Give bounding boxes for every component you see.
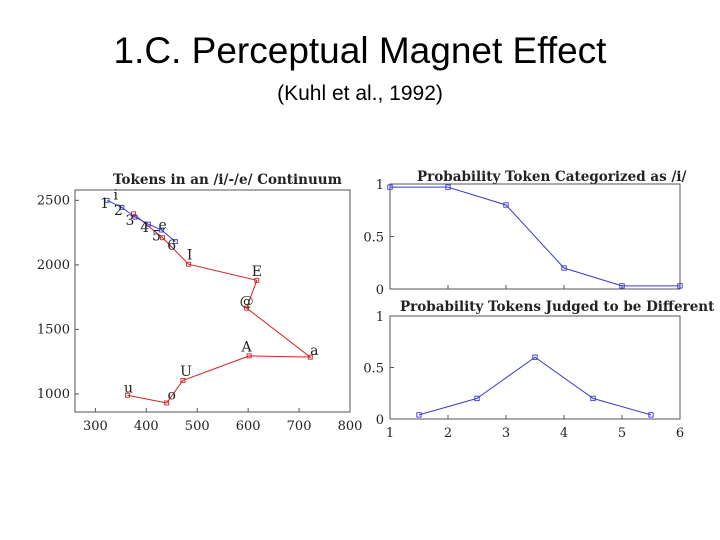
point-label: o	[168, 388, 176, 404]
point-label: 6	[167, 238, 176, 254]
point-label: 2	[114, 203, 123, 219]
x-tick-label: 5	[618, 426, 626, 441]
data-point	[416, 412, 422, 418]
x-tick-label: 500	[185, 419, 210, 434]
tokens-continuum-chart: Tokens in an /i/-/e/ Continuum 300 400 500…	[37, 172, 363, 434]
data-point	[532, 354, 538, 360]
y-tick-label: 2000	[37, 258, 70, 273]
data-point	[246, 353, 252, 359]
point-label: E	[252, 264, 262, 280]
x-tick-label: 800	[338, 419, 363, 434]
x-tick-label: 3	[502, 426, 510, 441]
data-point	[503, 202, 509, 208]
y-tick-label: 0	[376, 413, 384, 428]
data-point	[619, 283, 625, 289]
data-point	[125, 392, 130, 398]
different-chart: Probability Tokens Judged to be Differen…	[363, 299, 715, 441]
data-point	[119, 204, 125, 210]
data-point	[160, 235, 166, 241]
y-tick-label: 1500	[37, 322, 70, 337]
categorized-chart-title: Probability Token Categorized as /i/	[417, 169, 687, 185]
point-label: I	[187, 248, 193, 264]
y-tick-label: 1	[376, 310, 384, 325]
point-label: U	[180, 364, 192, 380]
tokens-chart-title: Tokens in an /i/-/e/ Continuum	[113, 172, 342, 188]
x-tick-label: 6	[676, 426, 684, 441]
data-point	[445, 184, 451, 190]
data-point	[561, 265, 567, 271]
data-point	[387, 184, 393, 190]
x-tick-label: 600	[236, 419, 261, 434]
point-label: 3	[126, 213, 135, 229]
y-tick-label: 0.5	[363, 231, 384, 246]
series-line	[418, 356, 652, 416]
data-point	[648, 412, 654, 418]
point-label: u	[124, 381, 133, 397]
x-tick-label: 300	[83, 419, 108, 434]
different-chart-frame	[389, 315, 681, 420]
point-label: 1	[100, 196, 109, 212]
y-tick-label: 1000	[37, 387, 70, 402]
point-label: 5	[152, 228, 161, 244]
x-tick-label: 2	[444, 426, 452, 441]
data-point	[180, 377, 186, 383]
series-line	[390, 186, 680, 287]
point-label: A	[241, 339, 253, 355]
data-point	[104, 197, 110, 203]
y-tick-label: 1	[376, 178, 384, 193]
point-label: 4	[140, 220, 149, 236]
data-point	[590, 395, 596, 402]
data-point	[677, 283, 683, 289]
point-label: @	[240, 294, 254, 310]
data-point	[159, 227, 165, 233]
categorized-chart: Probability Token Categorized as /i/ 0 0.…	[363, 169, 686, 298]
slide-subtitle: (Kuhl et al., 1992)	[277, 82, 443, 105]
data-point	[474, 395, 480, 402]
x-tick-label: 4	[560, 426, 568, 441]
different-chart-title: Probability Tokens Judged to be Differen…	[400, 299, 715, 315]
data-point	[307, 354, 313, 360]
series-line	[127, 213, 312, 404]
slide-title: 1.C. Perceptual Magnet Effect	[113, 30, 607, 71]
data-point	[254, 277, 260, 283]
data-point	[164, 400, 170, 406]
data-point	[244, 305, 250, 311]
data-point	[186, 261, 192, 267]
tokens-chart-frame	[74, 189, 351, 413]
x-tick-label: 400	[134, 419, 159, 434]
data-point	[132, 214, 138, 220]
y-tick-label: 0.5	[363, 362, 384, 377]
y-tick-label: 2500	[37, 193, 70, 208]
point-label: e	[158, 217, 166, 233]
point-label: a	[310, 343, 318, 359]
x-tick-label: 1	[386, 426, 394, 441]
data-point	[145, 221, 151, 227]
point-label: i	[113, 187, 118, 203]
y-tick-label: 0	[376, 283, 384, 298]
data-point	[172, 239, 178, 245]
x-tick-label: 700	[287, 419, 312, 434]
